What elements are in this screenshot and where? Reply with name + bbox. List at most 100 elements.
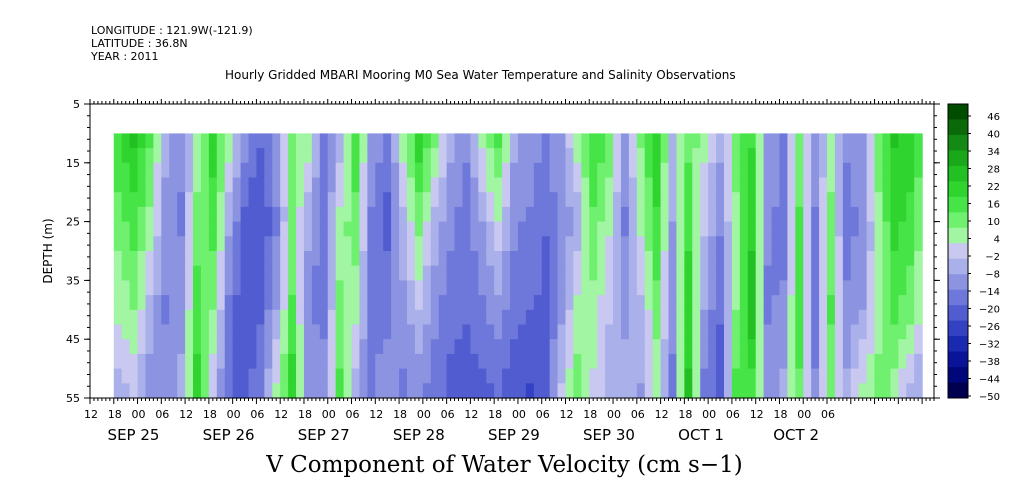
heatmap-cell bbox=[795, 353, 804, 370]
heatmap-cell bbox=[668, 177, 678, 193]
heatmap-cell bbox=[177, 148, 186, 164]
heatmap-cell bbox=[193, 236, 202, 252]
heatmap-cell bbox=[256, 177, 265, 193]
heatmap-cell bbox=[430, 383, 440, 399]
colorbar-label: 22 bbox=[987, 182, 1000, 193]
heatmap-cell bbox=[272, 295, 281, 311]
heatmap-cell bbox=[890, 324, 899, 340]
heatmap-cell bbox=[272, 236, 281, 252]
heatmap-cell bbox=[914, 206, 923, 223]
heatmap-cell bbox=[145, 383, 154, 399]
heatmap-cell bbox=[335, 192, 345, 208]
x-date-label: SEP 30 bbox=[583, 426, 635, 444]
heatmap-cell bbox=[478, 177, 487, 193]
heatmap-cell bbox=[208, 133, 218, 149]
heatmap-cell bbox=[232, 339, 242, 355]
heatmap-cell bbox=[739, 221, 749, 237]
heatmap-cell bbox=[422, 353, 432, 370]
heatmap-cell bbox=[383, 236, 392, 252]
heatmap-cell bbox=[581, 192, 590, 208]
heatmap-cell bbox=[121, 251, 131, 267]
heatmap-cell bbox=[430, 339, 440, 355]
heatmap-cell bbox=[343, 251, 353, 267]
heatmap-cell bbox=[858, 295, 868, 311]
heatmap-cell bbox=[565, 251, 575, 267]
heatmap-cell bbox=[557, 236, 567, 252]
heatmap-cell bbox=[422, 368, 432, 384]
heatmap-cell bbox=[510, 295, 519, 311]
heatmap-cell bbox=[898, 295, 907, 311]
colorbar-swatch bbox=[948, 320, 968, 337]
heatmap-cell bbox=[399, 383, 408, 399]
heatmap-cell bbox=[502, 280, 511, 296]
heatmap-cell bbox=[430, 162, 440, 179]
heatmap-cell bbox=[272, 339, 281, 355]
heatmap-cell bbox=[232, 236, 242, 252]
heatmap-cell bbox=[589, 133, 598, 149]
heatmap-cell bbox=[208, 221, 218, 237]
heatmap-cell bbox=[787, 280, 796, 296]
heatmap-cell bbox=[731, 383, 741, 399]
heatmap-cell bbox=[375, 148, 384, 164]
heatmap-cell bbox=[169, 368, 178, 384]
heatmap-cell bbox=[422, 192, 432, 208]
heatmap-cell bbox=[494, 280, 503, 296]
heatmap-cell bbox=[383, 221, 392, 237]
heatmap-cell bbox=[383, 265, 392, 281]
x-hour-tick-label: 18 bbox=[488, 408, 502, 421]
heatmap-cell bbox=[311, 309, 321, 326]
heatmap-cell bbox=[200, 206, 210, 223]
heatmap-cell bbox=[803, 236, 812, 252]
heatmap-cell bbox=[319, 295, 329, 311]
heatmap-cell bbox=[898, 236, 907, 252]
heatmap-cell bbox=[605, 383, 614, 399]
x-hour-tick-label: 18 bbox=[108, 408, 122, 421]
heatmap-cell bbox=[787, 324, 796, 340]
heatmap-cell bbox=[787, 265, 796, 281]
heatmap-cell bbox=[177, 206, 186, 223]
heatmap-cell bbox=[549, 251, 559, 267]
x-hour-tick-label: 06 bbox=[250, 408, 264, 421]
heatmap-cell bbox=[605, 309, 614, 326]
heatmap-cell bbox=[335, 280, 345, 296]
heatmap-cell bbox=[803, 280, 812, 296]
heatmap-cell bbox=[470, 162, 479, 179]
heatmap-cell bbox=[414, 280, 424, 296]
heatmap-cell bbox=[708, 295, 717, 311]
heatmap-cell bbox=[335, 221, 345, 237]
heatmap-cell bbox=[803, 148, 812, 164]
heatmap-cell bbox=[692, 148, 701, 164]
heatmap-cell bbox=[771, 251, 781, 267]
heatmap-cell bbox=[731, 295, 741, 311]
heatmap-cell bbox=[525, 309, 535, 326]
heatmap-cell bbox=[161, 221, 170, 237]
heatmap-cell bbox=[652, 133, 662, 149]
heatmap-cell bbox=[248, 368, 258, 384]
heatmap-cell bbox=[731, 265, 741, 281]
heatmap-cell bbox=[272, 177, 281, 193]
heatmap-cell bbox=[811, 192, 820, 208]
heatmap-cell bbox=[414, 309, 424, 326]
heatmap-cell bbox=[644, 368, 654, 384]
heatmap-cell bbox=[510, 251, 519, 267]
heatmap-cell bbox=[264, 251, 273, 267]
heatmap-cell bbox=[525, 324, 535, 340]
heatmap-cell bbox=[549, 353, 559, 370]
heatmap-cell bbox=[224, 148, 234, 164]
heatmap-cell bbox=[272, 309, 281, 326]
heatmap-cell bbox=[771, 221, 781, 237]
heatmap-cell bbox=[454, 221, 464, 237]
heatmap-cell bbox=[716, 353, 725, 370]
heatmap-cell bbox=[644, 148, 654, 164]
heatmap-cell bbox=[914, 368, 923, 384]
heatmap-cell bbox=[541, 368, 551, 384]
heatmap-cell bbox=[874, 353, 884, 370]
colorbar-label: 16 bbox=[987, 200, 1000, 211]
heatmap-cell bbox=[185, 206, 194, 223]
heatmap-cell bbox=[375, 324, 384, 340]
heatmap-cell bbox=[208, 368, 218, 384]
heatmap-cell bbox=[755, 133, 765, 149]
heatmap-cell bbox=[652, 265, 662, 281]
heatmap-cell bbox=[652, 251, 662, 267]
heatmap-cell bbox=[248, 192, 258, 208]
